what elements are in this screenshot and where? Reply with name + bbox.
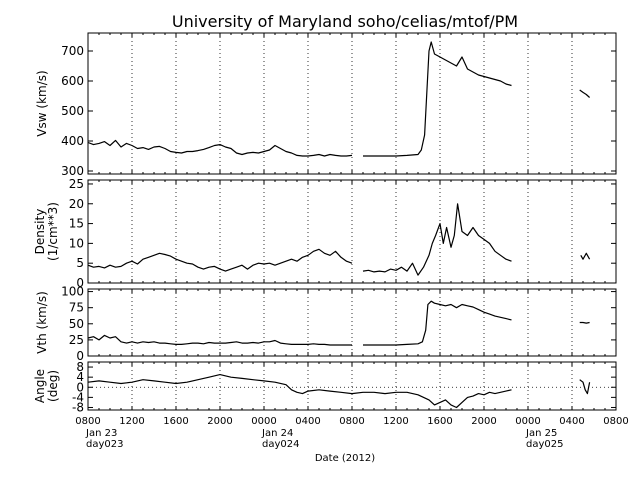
x-tick-label: 0400 [295, 416, 320, 427]
x-axis-label: Date (2012) [315, 453, 375, 464]
y-tick-label: 4 [76, 370, 84, 384]
y-tick-label: 600 [61, 74, 84, 88]
y-axis-label-vsw: Vsw (km/s) [35, 70, 49, 136]
x-axis: 0800 1200 1600 2000 0000 0400 0800 1200 1600 2000… [75, 416, 628, 450]
y-axis-label-angle: Angle(deg) [33, 369, 60, 403]
date-label-day: Jan 25 [525, 428, 557, 439]
y-tick-label: 300 [61, 164, 84, 178]
panel-vth: 0 25 50 75 100 Vth (km/s) [35, 285, 617, 363]
series-line-angle [87, 374, 512, 409]
y-tick-label: 400 [61, 134, 84, 148]
x-tick-label: 2000 [207, 416, 232, 427]
x-tick-label: 0800 [75, 416, 100, 427]
y-tick-label: 75 [69, 301, 84, 315]
y-axis-label-vth: Vth (km/s) [35, 291, 49, 354]
series-line-vsw [87, 139, 353, 157]
y-tick-label: 50 [69, 317, 84, 331]
x-tick-label: 0800 [603, 416, 628, 427]
panel-frame [87, 179, 617, 284]
panel-density: 0 5 10 15 20 25 Density(1/cm**3) [33, 177, 617, 290]
y-tick-label: 15 [69, 217, 84, 231]
y-tick-label: -8 [72, 400, 84, 414]
x-tick-label: 0800 [339, 416, 364, 427]
y-tick-label: 500 [61, 104, 84, 118]
series-line-vth [87, 334, 352, 346]
series-line-vth [363, 300, 512, 346]
y-tick-label: 8 [76, 360, 84, 374]
y-tick-label: 100 [61, 285, 84, 299]
x-tick-label: 1600 [163, 416, 188, 427]
y-tick-label: 10 [69, 236, 84, 250]
series-line-vsw [363, 41, 512, 157]
date-label-doy: day023 [86, 439, 123, 450]
y-tick-label: 0 [76, 380, 84, 394]
panel-frame [87, 32, 617, 175]
series-line-vsw [579, 89, 591, 98]
y-tick-label: 0 [76, 349, 84, 363]
series-line-density [87, 248, 353, 272]
date-label-day: Jan 24 [261, 428, 293, 439]
y-tick-label: 25 [69, 333, 84, 347]
x-tick-label: 1600 [427, 416, 452, 427]
y-tick-label: -4 [72, 390, 84, 404]
chart-title: University of Maryland soho/celias/mtof/… [172, 12, 518, 31]
date-label-day: Jan 23 [85, 428, 117, 439]
panel-vsw: 300 400 500 600 700 Vsw (km/s) [35, 32, 617, 178]
x-tick-label: 0000 [515, 416, 540, 427]
x-tick-label: 1200 [119, 416, 144, 427]
y-tick-label: 0 [76, 276, 84, 290]
series-line-angle [579, 379, 591, 395]
series-line-density [580, 252, 591, 260]
y-tick-label: 20 [69, 197, 84, 211]
y-tick-label: 700 [61, 44, 84, 58]
date-label-doy: day024 [262, 439, 299, 450]
y-axis-label-density: Density(1/cm**3) [33, 202, 60, 261]
series-line-density [362, 203, 512, 276]
x-tick-label: 2000 [471, 416, 496, 427]
y-tick-label: 5 [76, 256, 84, 270]
series-line-vth [579, 321, 590, 324]
x-tick-label: 0000 [251, 416, 276, 427]
x-tick-label: 0400 [559, 416, 584, 427]
date-label-doy: day025 [526, 439, 563, 450]
y-tick-label: 25 [69, 177, 84, 191]
x-tick-label: 1200 [383, 416, 408, 427]
